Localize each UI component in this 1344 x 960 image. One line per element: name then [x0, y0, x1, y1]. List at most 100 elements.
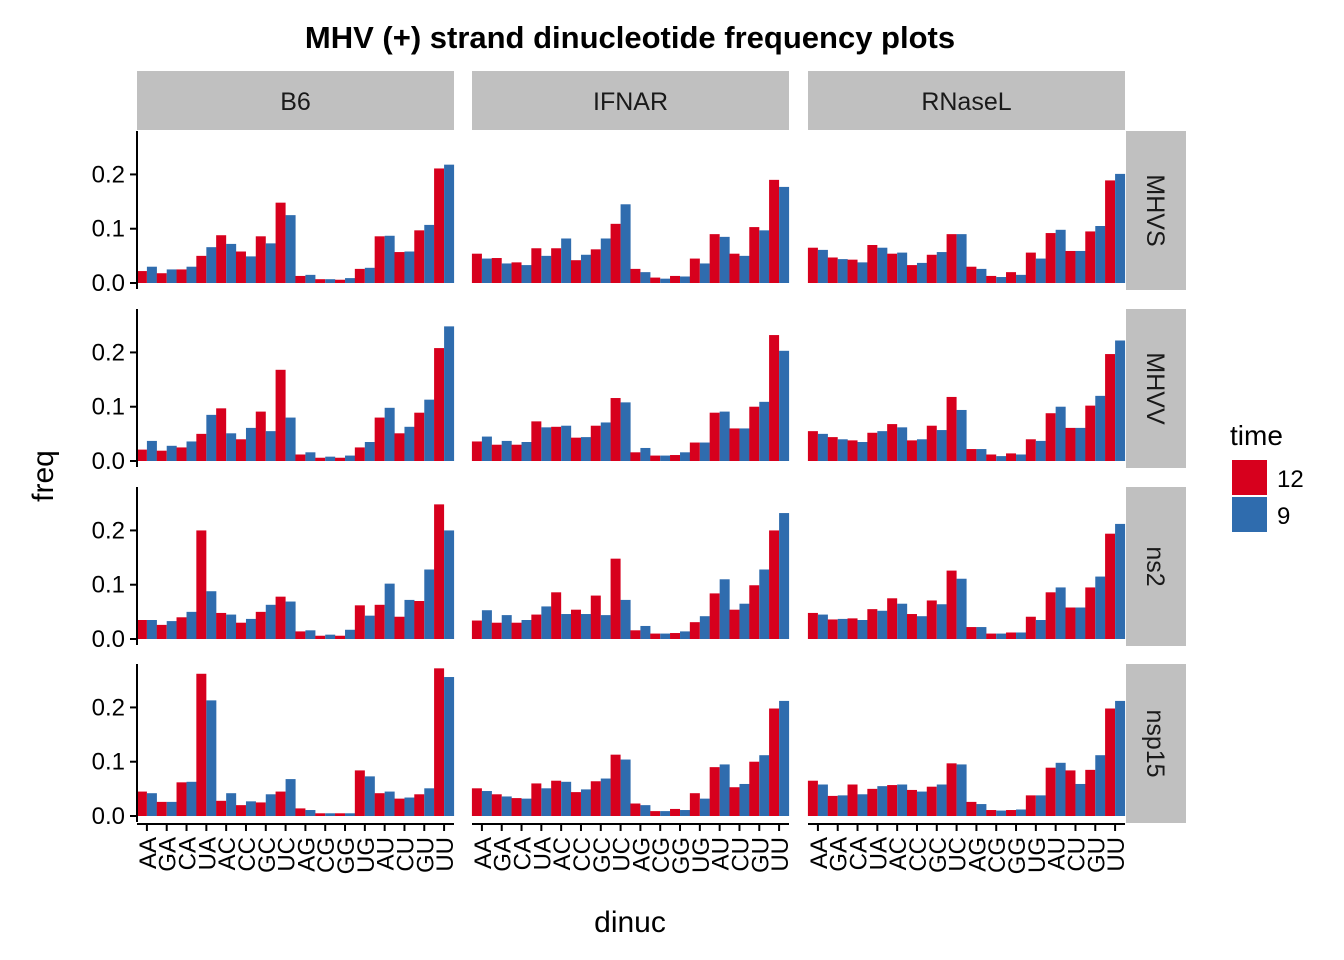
- bar-nsp15-b6-gu-12: [394, 798, 405, 816]
- bar-nsp15-ifnar-cc-12: [590, 781, 601, 816]
- bar-nsp15-b6-cg-9: [345, 813, 356, 816]
- bar-mhvv-rnasel-ua-12: [867, 432, 878, 461]
- bar-mhvs-b6-au-9: [384, 235, 395, 283]
- bar-mhvs-rnasel-ug-9: [1035, 258, 1046, 283]
- bar-mhvs-b6-gc-12: [235, 251, 246, 283]
- bar-nsp15-ifnar-gc-12: [570, 792, 581, 816]
- bar-ns2-ifnar-uu-12: [769, 530, 780, 639]
- bar-nsp15-rnasel-gg-12: [986, 810, 997, 816]
- bar-nsp15-ifnar-gg-12: [650, 811, 661, 816]
- bar-mhvv-ifnar-cg-9: [680, 452, 691, 461]
- bar-ns2-rnasel-ag-12: [966, 627, 977, 639]
- bar-ns2-ifnar-ga-12: [491, 622, 502, 639]
- x-tick-label-rnasel-gc: GC: [925, 837, 952, 873]
- x-tick-label-ifnar-ca: CA: [510, 837, 537, 870]
- bar-ns2-b6-ag-9: [305, 630, 316, 639]
- bar-ns2-b6-ga-12: [156, 624, 167, 639]
- bar-mhvs-rnasel-gc-9: [916, 262, 927, 283]
- bar-nsp15-b6-ag-9: [305, 810, 316, 816]
- bar-mhvs-b6-aa-12: [136, 271, 147, 283]
- bar-ns2-ifnar-ac-12: [551, 592, 562, 639]
- bar-ns2-ifnar-ug-12: [689, 622, 700, 639]
- bar-mhvv-ifnar-au-12: [709, 412, 720, 461]
- bar-nsp15-rnasel-uc-9: [956, 764, 967, 816]
- bar-nsp15-rnasel-gc-9: [916, 791, 927, 816]
- bar-ns2-ifnar-ag-9: [640, 625, 651, 639]
- bar-ns2-ifnar-uu-9: [779, 513, 790, 639]
- bar-mhvs-b6-ca-9: [186, 266, 197, 283]
- bar-nsp15-b6-cu-9: [424, 788, 435, 816]
- bar-nsp15-b6-ga-12: [156, 801, 167, 816]
- bar-mhvv-rnasel-gg-9: [996, 456, 1007, 461]
- bar-nsp15-ifnar-ga-12: [491, 794, 502, 816]
- bar-mhvv-ifnar-gg-9: [660, 455, 671, 461]
- legend: time 12 9: [1230, 420, 1304, 532]
- bar-nsp15-ifnar-ua-12: [531, 783, 542, 816]
- bar-mhvs-rnasel-ac-9: [897, 252, 908, 283]
- x-tick-label-b6-ag: AG: [293, 837, 320, 872]
- bar-nsp15-ifnar-gc-9: [580, 789, 591, 816]
- bar-nsp15-ifnar-uu-12: [769, 708, 780, 816]
- legend-swatch-9: [1232, 497, 1267, 532]
- bar-ns2-ifnar-ca-9: [521, 620, 532, 639]
- bar-nsp15-ifnar-gu-9: [739, 783, 750, 816]
- bar-mhvs-ifnar-aa-9: [481, 258, 492, 283]
- strip-b6: [137, 71, 454, 130]
- bar-ns2-b6-aa-9: [146, 620, 157, 639]
- bar-mhvv-ifnar-ua-12: [531, 421, 542, 461]
- bar-ns2-rnasel-gc-12: [906, 614, 917, 639]
- bar-mhvs-b6-ac-12: [216, 235, 227, 283]
- bar-ns2-rnasel-ug-9: [1035, 620, 1046, 639]
- bar-ns2-rnasel-au-9: [1055, 587, 1066, 639]
- bar-mhvs-rnasel-gg-9: [996, 277, 1007, 283]
- bar-ns2-b6-ca-9: [186, 611, 197, 639]
- bar-ns2-b6-uc-12: [275, 596, 286, 639]
- bar-nsp15-b6-ca-12: [176, 782, 187, 816]
- bar-nsp15-ifnar-ag-9: [640, 805, 651, 816]
- bar-mhvs-rnasel-ag-12: [966, 266, 977, 283]
- bar-ns2-ifnar-cu-9: [759, 569, 770, 639]
- strip-label-b6: B6: [280, 88, 311, 116]
- bar-nsp15-ifnar-uc-9: [620, 759, 631, 816]
- y-tick-label-mhvs-2: 0.2: [92, 161, 125, 188]
- bar-mhvv-b6-au-9: [384, 407, 395, 461]
- x-tick-label-b6-gc: GC: [254, 837, 281, 873]
- x-tick-label-rnasel-au: AU: [1044, 837, 1071, 870]
- bar-nsp15-b6-au-12: [374, 793, 385, 816]
- bar-ns2-rnasel-ca-12: [847, 618, 858, 639]
- strip-ifnar: [472, 71, 789, 130]
- bar-mhvv-b6-ac-12: [216, 408, 227, 461]
- bar-mhvv-b6-cg-12: [335, 457, 346, 461]
- bar-nsp15-b6-uu-9: [444, 677, 455, 816]
- bar-ns2-ifnar-gc-9: [580, 614, 591, 639]
- x-tick-label-b6-ac: AC: [214, 837, 241, 870]
- bar-nsp15-b6-ac-12: [216, 800, 227, 816]
- strip-label-mhvs: MHVS: [1141, 174, 1169, 246]
- bar-ns2-ifnar-gg-12: [650, 633, 661, 639]
- bar-mhvv-rnasel-gc-12: [906, 440, 917, 461]
- bar-ns2-ifnar-ga-9: [501, 615, 512, 639]
- x-tick-label-ifnar-gu: GU: [747, 837, 774, 873]
- bar-nsp15-rnasel-aa-9: [817, 784, 828, 816]
- bar-ns2-ifnar-cc-9: [600, 615, 611, 639]
- bar-nsp15-ifnar-ga-9: [501, 796, 512, 816]
- bar-mhvv-rnasel-ua-9: [877, 431, 888, 461]
- bar-mhvv-ifnar-aa-12: [471, 441, 482, 461]
- legend-title: time: [1230, 420, 1283, 451]
- x-tick-label-ifnar-au: AU: [708, 837, 735, 870]
- y-tick-label-nsp15-2: 0.2: [92, 694, 125, 721]
- x-tick-label-ifnar-ga: GA: [490, 837, 517, 872]
- bar-nsp15-ifnar-uc-12: [610, 754, 621, 816]
- x-tick-label-ifnar-cg: CG: [648, 837, 675, 873]
- bar-nsp15-ifnar-cu-12: [749, 761, 760, 816]
- bar-mhvs-ifnar-gg-9: [660, 278, 671, 283]
- bar-mhvv-ifnar-ag-12: [630, 452, 641, 461]
- bar-mhvs-b6-ug-9: [364, 267, 375, 283]
- bar-ns2-rnasel-ca-9: [857, 620, 868, 639]
- bar-mhvv-b6-cu-12: [414, 412, 425, 461]
- bar-nsp15-ifnar-ug-12: [689, 793, 700, 816]
- bar-mhvs-ifnar-uu-9: [779, 186, 790, 283]
- bar-ns2-rnasel-ga-9: [837, 618, 848, 639]
- y-tick-label-nsp15-0: 0.0: [92, 803, 125, 830]
- x-tick-label-rnasel-cg: CG: [984, 837, 1011, 873]
